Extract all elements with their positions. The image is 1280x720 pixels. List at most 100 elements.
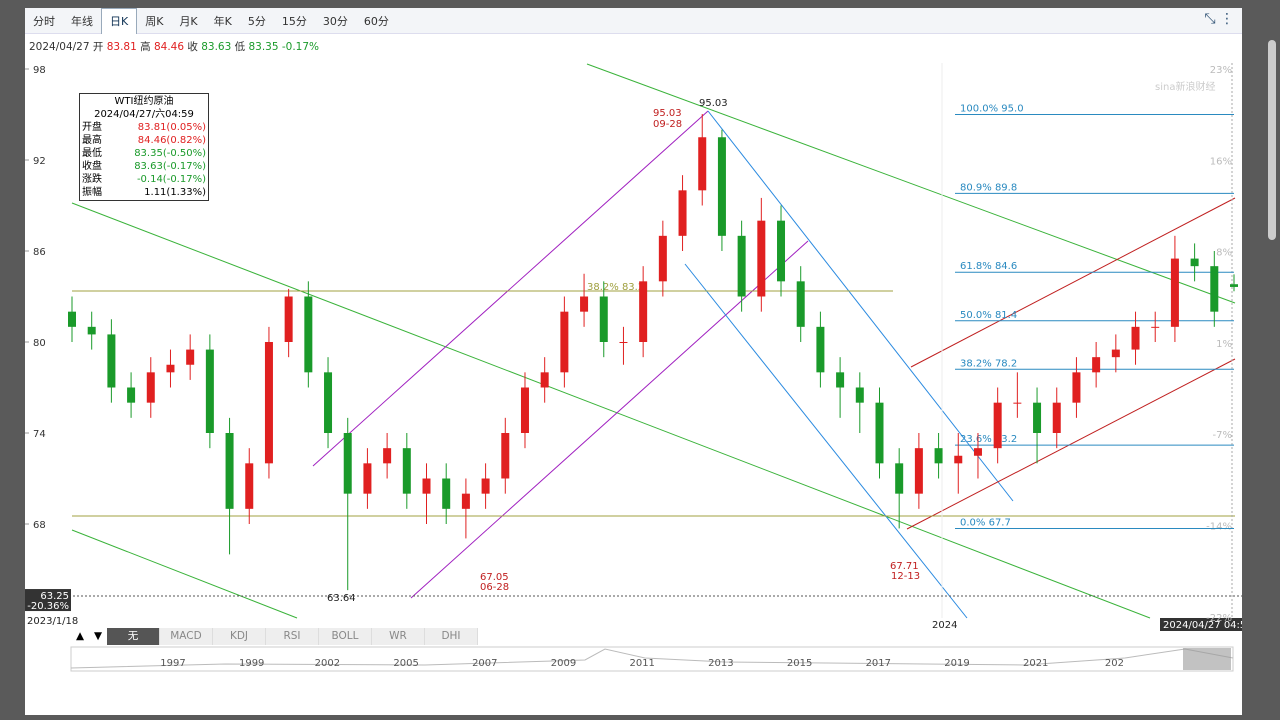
tooltip-value: 1.11(1.33%) (144, 187, 206, 198)
channel-line (684, 263, 968, 619)
last-time: 2024/04/27 04:59 (1163, 620, 1242, 631)
navigator-year: 1997 (160, 658, 185, 669)
tooltip-row: 最低 83.35(-0.50%) (80, 147, 208, 160)
toolbar-tab[interactable]: 周K (145, 15, 164, 28)
pct-label: -14% (1206, 522, 1232, 533)
annotation: 95.03 (653, 108, 682, 119)
toolbar-icons[interactable]: ⤡ ⋮ (1204, 11, 1234, 27)
indicator-tab[interactable]: DHI (425, 628, 478, 645)
fib-label: 23.6% 73.2 (960, 434, 1017, 445)
navigator-year: 2011 (629, 658, 654, 669)
arrow-button[interactable]: ▼ (93, 630, 103, 642)
candle-body (481, 478, 490, 494)
navigator-year: 2019 (944, 658, 969, 669)
annotation: 67.71 (890, 561, 919, 572)
candle-body (836, 372, 845, 388)
tooltip-value: 84.46(0.82%) (137, 135, 206, 146)
quote-date: 2024/04/27 (29, 41, 90, 53)
candle-body (363, 463, 372, 494)
trend-line (71, 202, 1151, 619)
y-tick-label: 98 (33, 65, 46, 76)
channel-line (410, 240, 809, 599)
candle-body (264, 342, 273, 464)
indicator-tab[interactable]: RSI (266, 628, 319, 645)
pct-label: 23% (1210, 65, 1232, 76)
arrow-button[interactable]: ▲ (75, 630, 85, 642)
annotation: 95.03 (699, 98, 728, 109)
candle-body (698, 137, 707, 191)
fib-label: 100.0% 95.0 (960, 104, 1024, 115)
tooltip-row: 涨跌 -0.14(-0.17%) (80, 173, 208, 186)
annotation: 63.64 (327, 593, 356, 604)
navigator-window[interactable] (1183, 648, 1231, 670)
tooltip-value: 83.81(0.05%) (137, 122, 206, 133)
indicator-tab[interactable]: MACD (160, 628, 213, 645)
pct-label: -22% (1206, 613, 1232, 624)
toolbar-tab[interactable]: 日K (101, 8, 138, 34)
candle-body (422, 478, 431, 494)
channel-line (312, 110, 709, 467)
candle-body (1072, 372, 1081, 403)
toolbar-tab[interactable]: 60分 (363, 15, 389, 28)
toolbar-tab[interactable]: 年K (213, 15, 232, 28)
candle-body (383, 448, 392, 464)
candle-body (146, 372, 155, 403)
candle-body (324, 372, 333, 433)
pct-label: -7% (1213, 430, 1232, 441)
candle-body (1131, 326, 1140, 350)
candle-body (560, 311, 569, 373)
candle-body (599, 296, 608, 342)
candle-body (1210, 266, 1219, 312)
candle-body (402, 448, 411, 494)
candle-body (954, 455, 963, 464)
toolbar-tab[interactable]: 分时 (33, 15, 55, 28)
quote-value: 83.35 (248, 41, 279, 53)
indicator-tab[interactable]: WR (372, 628, 425, 645)
candle-body (619, 342, 628, 343)
toolbar-tab[interactable]: 月K (179, 15, 198, 28)
tooltip-row: 开盘 83.81(0.05%) (80, 121, 208, 134)
indicator-tab[interactable]: 无 (107, 628, 160, 645)
toolbar-tab[interactable]: 15分 (281, 15, 307, 28)
candle-body (777, 220, 786, 282)
indicator-tab[interactable]: KDJ (213, 628, 266, 645)
toolbar-tab[interactable]: 30分 (322, 15, 348, 28)
fib-label: 38.2% 78.2 (960, 358, 1017, 369)
x-label: 2023/1/18 (27, 616, 78, 627)
candle-body (1170, 258, 1179, 327)
candle-body (895, 463, 904, 494)
indicator-tab[interactable]: BOLL (319, 628, 372, 645)
candle-body (127, 387, 136, 403)
candle-body (501, 433, 510, 479)
toolbar: 分时 年线 日K 周K 月K 年K 5分 15分 30分 60分 (25, 8, 1242, 34)
candle-body (1111, 349, 1120, 358)
quote-label: 收 (187, 41, 198, 53)
quote-label: 开 (92, 41, 104, 53)
candle-body (68, 311, 76, 327)
tooltip-row: 最高 84.46(0.82%) (80, 134, 208, 147)
retrace-label: 38.2% 83.2 (587, 282, 644, 293)
candle-body (284, 296, 293, 342)
tooltip-value: -0.14(-0.17%) (136, 174, 206, 185)
annotation: 12-13 (891, 571, 920, 582)
toolbar-tab[interactable]: 5分 (247, 15, 266, 28)
candle-body (875, 402, 884, 464)
tooltip-title: WTI纽约原油 (114, 96, 174, 107)
tooltip-label: 振幅 (82, 187, 102, 198)
y-tick-label: 68 (33, 520, 46, 531)
candle-body (186, 349, 195, 365)
fib-label: 61.8% 84.6 (960, 261, 1017, 272)
tooltip: WTI纽约原油 2024/04/27/六04:59 开盘 83.81(0.05%)… (79, 93, 209, 201)
candle-body (855, 387, 864, 403)
toolbar-tab[interactable]: 年线 (71, 15, 93, 28)
candle-body (678, 190, 687, 236)
quote-value: 84.46 (153, 41, 185, 53)
scrollbar[interactable] (1268, 40, 1276, 240)
channel-line (910, 197, 1236, 368)
candle-body (520, 387, 529, 433)
y-tick-label: 86 (33, 247, 46, 258)
candle-body (442, 478, 451, 509)
quote-value: 83.81 (106, 41, 137, 53)
tooltip-label: 开盘 (82, 122, 102, 133)
